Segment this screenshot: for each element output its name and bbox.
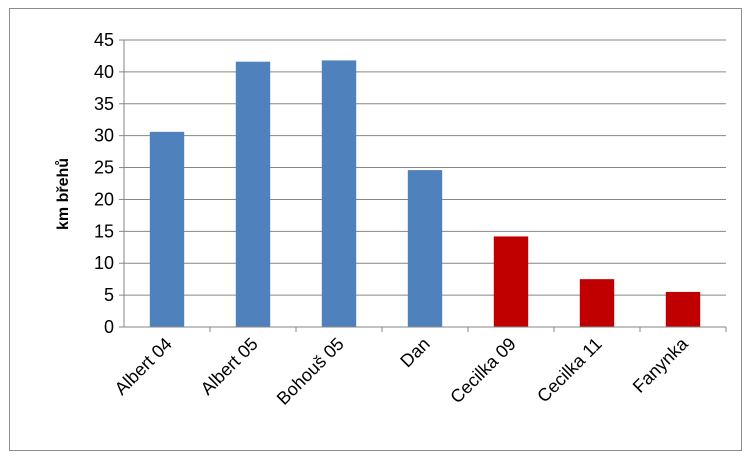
y-axis-label: km břehů bbox=[55, 158, 72, 230]
bar-albert-05 bbox=[235, 61, 271, 327]
x-tick-label: Dan bbox=[396, 334, 433, 371]
y-tick-label: 45 bbox=[94, 30, 114, 50]
x-tick-labels: Albert 04 Albert 05 Bohouš 05 Dan Cecilka 09… bbox=[111, 333, 693, 409]
axes bbox=[119, 39, 727, 332]
gridlines bbox=[124, 39, 726, 296]
x-tick-label: Cecilka 11 bbox=[533, 334, 606, 407]
x-tick-label: Cecilka 09 bbox=[446, 334, 520, 408]
bar-chart: 0 5 10 15 20 25 30 35 40 45 Albert 04 Albert 05 Boh… bbox=[55, 30, 727, 409]
y-tick-label: 30 bbox=[94, 126, 114, 146]
bars bbox=[149, 60, 701, 328]
y-tick-label: 40 bbox=[94, 62, 114, 82]
y-tick-labels: 0 5 10 15 20 25 30 35 40 45 bbox=[94, 30, 114, 337]
chart-frame: 0 5 10 15 20 25 30 35 40 45 Albert 04 Albert 05 Boh… bbox=[9, 8, 742, 451]
y-tick-label: 5 bbox=[104, 285, 114, 305]
y-tick-label: 20 bbox=[94, 189, 114, 209]
y-tick-label: 25 bbox=[94, 158, 114, 178]
x-tick-label: Fanynka bbox=[629, 333, 693, 397]
bar-cecilka-09 bbox=[493, 236, 529, 327]
x-tick-label: Bohouš 05 bbox=[273, 334, 348, 409]
x-tick-label: Albert 04 bbox=[111, 334, 176, 399]
bar-albert-04 bbox=[149, 131, 185, 327]
bar-fanynka bbox=[665, 291, 701, 327]
bar-bohou-05 bbox=[321, 60, 357, 328]
y-tick-label: 15 bbox=[94, 221, 114, 241]
y-tick-label: 0 bbox=[104, 317, 114, 337]
bar-dan bbox=[407, 170, 443, 327]
y-tick-label: 35 bbox=[94, 94, 114, 114]
bar-cecilka-11 bbox=[579, 279, 615, 327]
x-tick-label: Albert 05 bbox=[197, 334, 262, 399]
y-tick-label: 10 bbox=[94, 253, 114, 273]
